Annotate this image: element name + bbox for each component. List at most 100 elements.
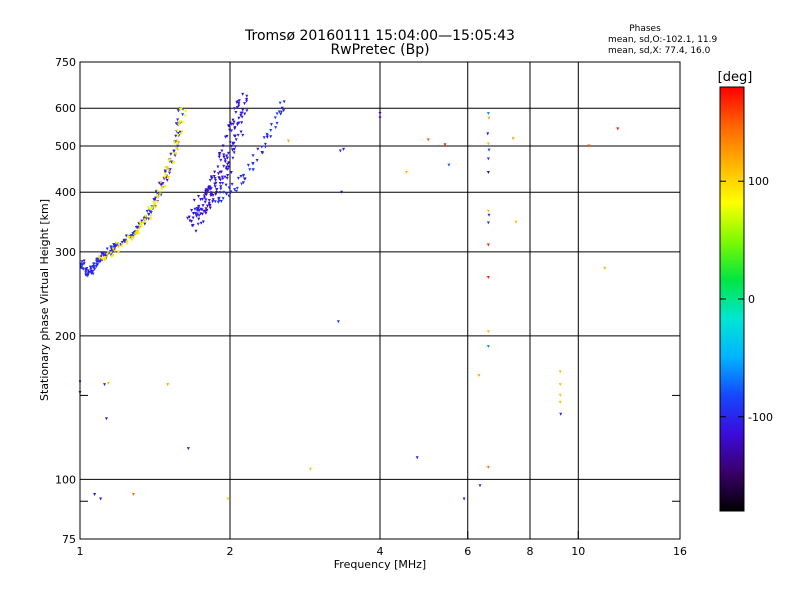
scatter-point: [559, 412, 563, 416]
scatter-point: [487, 148, 491, 152]
o-mode-upper-trace-point: [265, 134, 269, 138]
o-mode-trace-point: [124, 238, 128, 242]
scatter-point: [486, 243, 490, 247]
o-mode-upper-trace-point: [231, 118, 235, 122]
x-mode-trace-point: [111, 247, 115, 251]
o-mode-upper-trace-point: [207, 185, 211, 189]
o-mode-trace-point: [109, 245, 113, 249]
o-mode-upper-trace-point: [269, 128, 273, 132]
o-mode-upper-trace-point: [211, 198, 215, 202]
o-mode-upper-trace-point: [214, 178, 218, 182]
o-mode-upper-trace-point: [245, 94, 249, 98]
o-mode-upper-trace-point: [186, 216, 190, 220]
o-mode-upper-trace-point: [197, 214, 201, 218]
o-mode-upper-trace-point: [212, 174, 216, 178]
o-mode-upper-trace-point: [232, 151, 236, 155]
colorbar: [deg] 100 0 -100: [718, 70, 773, 512]
o-mode-upper-trace-point: [190, 224, 194, 228]
o-mode-trace-point: [82, 259, 86, 263]
x-mode-trace-point: [136, 230, 140, 234]
o-mode-trace-point: [93, 267, 97, 271]
o-mode-trace-point: [172, 149, 176, 153]
o-mode-upper-trace-point: [232, 120, 236, 124]
o-mode-upper-trace-point: [218, 153, 222, 157]
o-mode-upper-trace-point: [218, 152, 222, 156]
scatter-point: [447, 163, 451, 167]
x-mode-trace-point: [172, 140, 176, 144]
o-mode-upper-trace-point: [228, 141, 232, 145]
x-mode-trace-point: [183, 114, 187, 118]
o-mode-upper-trace-point: [245, 99, 249, 103]
o-mode-upper-trace-point: [241, 133, 245, 137]
o-mode-upper-trace-point: [237, 104, 241, 108]
o-mode-trace-point: [84, 273, 88, 277]
x-mode-trace-point: [154, 206, 158, 210]
o-mode-upper-trace-point: [204, 198, 208, 202]
o-mode-upper-trace-point: [221, 182, 225, 186]
x-mode-trace-point: [166, 166, 170, 170]
plot-frame: [79, 61, 681, 540]
o-mode-trace-point: [97, 259, 101, 263]
x-mode-trace-point: [141, 221, 145, 225]
o-mode-upper-trace-point: [242, 173, 246, 177]
chart-title: Tromsø 20160111 15:04:00—15:05:43: [244, 28, 515, 44]
scatter-point: [340, 190, 344, 194]
o-mode-trace-point: [129, 233, 133, 237]
y-axis-label: Stationary phase Virtual Height [km]: [38, 199, 51, 401]
o-mode-upper-trace-point: [243, 102, 247, 106]
scatter-point: [486, 132, 490, 136]
scatter-point: [131, 492, 135, 496]
scatter-point: [103, 383, 107, 387]
o-mode-upper-trace-point: [193, 211, 197, 215]
x-mode-trace-point: [177, 121, 181, 125]
x-mode-trace-point: [175, 139, 179, 143]
o-mode-upper-trace-point: [223, 158, 227, 162]
o-mode-upper-trace-point: [231, 122, 235, 126]
o-mode-upper-trace-point: [234, 138, 238, 142]
o-mode-upper-trace-point: [217, 155, 221, 159]
o-mode-upper-trace-point: [241, 181, 245, 185]
o-mode-upper-trace-point: [239, 113, 243, 117]
o-mode-upper-trace-point: [213, 182, 217, 186]
o-mode-upper-trace-point: [226, 162, 230, 166]
x-mode-trace-point: [140, 225, 144, 229]
o-mode-trace-point: [140, 219, 144, 223]
o-mode-upper-trace-point: [199, 221, 203, 225]
x-mode-trace-point: [149, 214, 153, 218]
o-mode-trace-point: [176, 131, 180, 135]
o-mode-upper-trace-point: [233, 188, 237, 192]
o-mode-upper-trace-point: [199, 207, 203, 211]
o-mode-upper-trace-point: [223, 175, 227, 179]
o-mode-upper-trace-point: [219, 199, 223, 203]
x-mode-trace-point: [135, 231, 139, 235]
o-mode-upper-trace-point: [245, 109, 249, 113]
o-mode-upper-trace-point: [215, 188, 219, 192]
o-mode-upper-trace-point: [229, 129, 233, 133]
o-mode-upper-trace-point: [221, 197, 225, 201]
o-mode-upper-trace-point: [232, 107, 236, 111]
o-mode-trace-point: [91, 264, 95, 268]
o-mode-upper-trace-point: [251, 168, 255, 172]
o-mode-trace-point: [89, 267, 93, 271]
o-mode-upper-trace-point: [222, 190, 226, 194]
o-mode-upper-trace-point: [209, 192, 213, 196]
scatter-point: [486, 276, 490, 280]
o-mode-upper-trace-point: [208, 188, 212, 192]
o-mode-upper-trace-point: [197, 205, 201, 209]
o-mode-upper-trace-point: [225, 154, 229, 158]
o-mode-upper-trace-point: [219, 158, 223, 162]
o-mode-upper-trace-point: [233, 145, 237, 149]
o-mode-upper-trace-point: [265, 135, 269, 139]
x-mode-trace-point: [174, 152, 178, 156]
x-mode-trace-point: [138, 226, 142, 230]
o-mode-upper-trace-point: [256, 147, 260, 151]
scatter-point: [338, 149, 342, 153]
o-mode-upper-trace-point: [239, 130, 243, 134]
x-mode-trace-point: [163, 172, 167, 176]
o-mode-upper-trace-point: [187, 215, 191, 219]
x-mode-trace-point: [113, 249, 117, 253]
o-mode-upper-trace-point: [260, 150, 264, 154]
scatter-point: [342, 147, 346, 151]
scatter-point: [603, 266, 607, 270]
x-mode-trace-point: [115, 241, 119, 245]
